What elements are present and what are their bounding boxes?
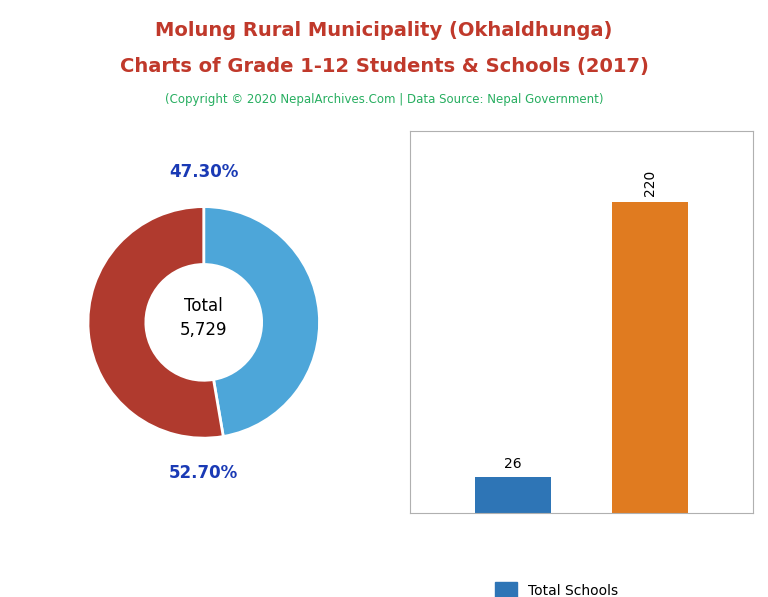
Wedge shape [204, 207, 319, 436]
Text: 26: 26 [504, 457, 521, 471]
Text: Total
5,729: Total 5,729 [180, 297, 227, 338]
Wedge shape [88, 207, 223, 438]
Bar [475, 476, 551, 513]
Text: 220: 220 [643, 170, 657, 196]
Text: Molung Rural Municipality (Okhaldhunga): Molung Rural Municipality (Okhaldhunga) [155, 21, 613, 40]
Text: (Copyright © 2020 NepalArchives.Com | Data Source: Nepal Government): (Copyright © 2020 NepalArchives.Com | Da… [165, 93, 603, 106]
Text: 52.70%: 52.70% [169, 464, 238, 482]
Bar [612, 202, 687, 513]
Legend: Total Schools, Students per School: Total Schools, Students per School [489, 576, 674, 597]
Text: Charts of Grade 1-12 Students & Schools (2017): Charts of Grade 1-12 Students & Schools … [120, 57, 648, 76]
Text: 47.30%: 47.30% [169, 163, 238, 181]
